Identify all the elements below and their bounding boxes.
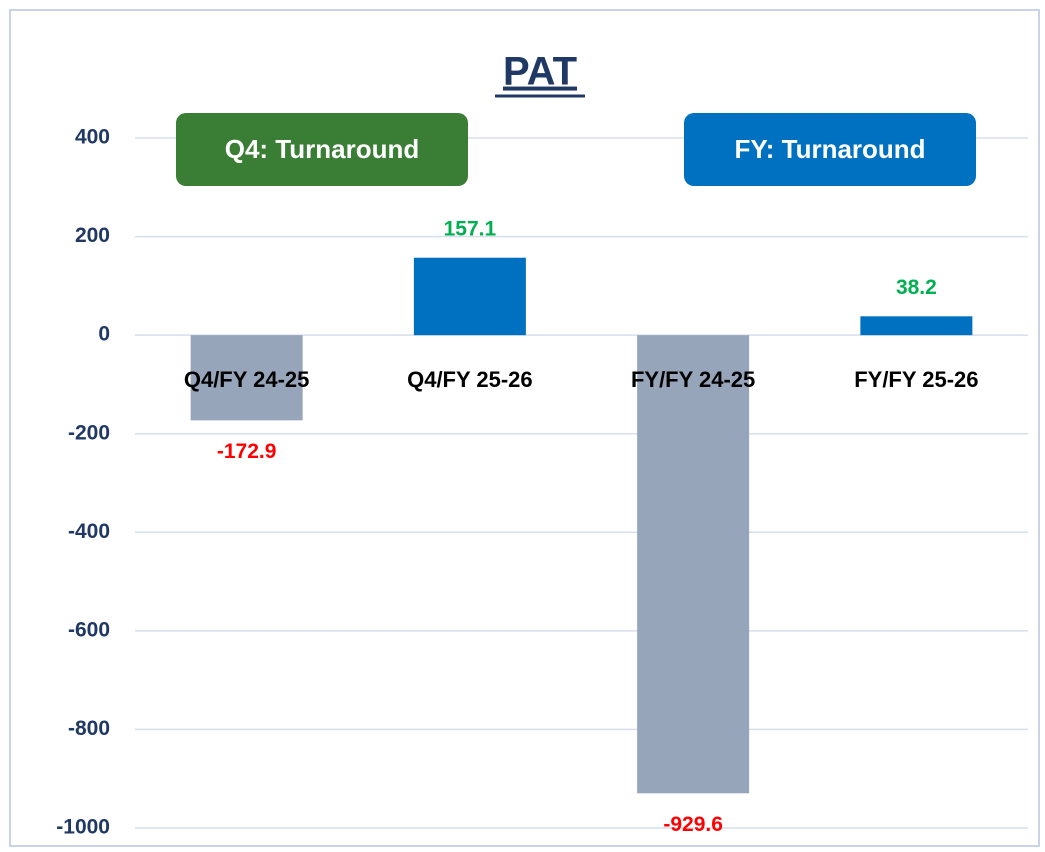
y-tick-label: -1000 (56, 816, 110, 839)
x-tick-label: FY/FY 24-25 (631, 367, 755, 392)
y-tick-label: 400 (75, 126, 110, 149)
data-label: 157.1 (444, 217, 497, 240)
y-tick-label: 0 (98, 323, 110, 346)
annotation-box (684, 113, 976, 186)
data-label: -929.6 (663, 813, 723, 836)
bar (190, 335, 303, 421)
y-tick-label: -600 (68, 618, 110, 641)
bar (860, 316, 973, 336)
y-tick-label: -800 (68, 717, 110, 740)
y-tick-label: -400 (68, 520, 110, 543)
data-label: 38.2 (896, 276, 937, 299)
annotation-text: Q4: Turnaround (225, 134, 420, 164)
x-tick-label: Q4/FY 24-25 (184, 367, 310, 392)
annotation-box (176, 113, 468, 186)
bar (413, 257, 526, 336)
x-tick-label: Q4/FY 25-26 (407, 367, 533, 392)
y-tick-label: -200 (68, 421, 110, 444)
chart-title: PAT (503, 50, 577, 94)
x-tick-label: FY/FY 25-26 (854, 367, 978, 392)
data-label: -172.9 (217, 440, 277, 463)
annotation-text: FY: Turnaround (734, 134, 925, 164)
y-tick-label: 200 (75, 224, 110, 247)
bar (637, 335, 750, 794)
